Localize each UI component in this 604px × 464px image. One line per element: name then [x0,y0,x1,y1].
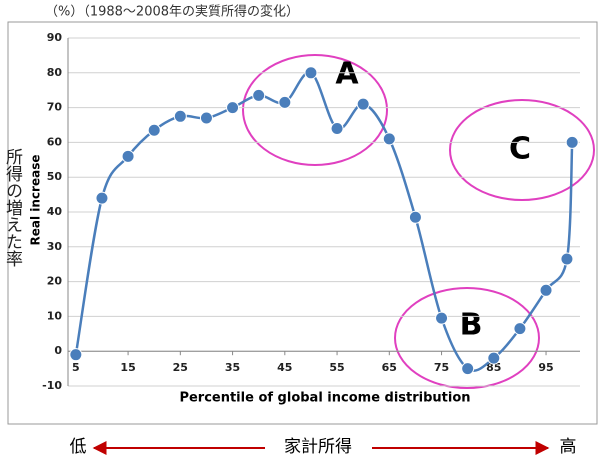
point [330,121,344,135]
point [199,111,213,125]
point [539,283,553,297]
point [121,149,135,163]
x-tick-label: 25 [173,361,188,374]
y-tick-label: 20 [47,275,63,288]
x-tick-label: 65 [382,361,397,374]
x-tick-label: 35 [225,361,240,374]
point [565,135,579,149]
x-label: Percentile of global income distribution [179,391,470,406]
highlight [394,287,540,389]
x-tick-label: 85 [486,361,501,374]
x-tick-label: 75 [434,361,449,374]
y-label: Real increase [29,155,43,246]
annotation: B [460,308,483,343]
x-tick-label: 45 [277,361,292,374]
point [560,252,574,266]
point [173,109,187,123]
point [408,210,422,224]
high-label: 高 [560,437,577,457]
line [74,71,574,372]
point [487,351,501,365]
middle-label: 家計所得 [284,437,352,457]
x-tick-label: 55 [329,361,344,374]
low-label: 低 [70,437,87,457]
x-tick-label: 95 [538,361,553,374]
point [356,97,370,111]
point [513,322,527,336]
y-tick-label: 30 [47,240,63,253]
point [252,88,266,102]
point [304,66,318,80]
y-tick-label: 80 [47,66,63,79]
x-tick-label: 5 [72,361,80,374]
point [226,101,240,115]
point [461,362,475,376]
point [69,348,83,362]
y-tick-label: 90 [47,31,63,44]
highlight [449,99,595,201]
y-tick-label: 50 [47,170,63,183]
point [278,95,292,109]
point [95,191,109,205]
point [435,311,449,325]
highlight [242,54,388,166]
y-tick-label: 70 [47,101,63,114]
point [382,132,396,146]
y-tick-label: 10 [47,309,63,322]
annotation: C [509,132,531,167]
x-tick-label: 15 [120,361,135,374]
chart-title: （%）（1988～2008年の実質所得の変化） [45,4,299,20]
y-tick-label: 0 [54,344,62,357]
point [147,123,161,137]
chart-frame [7,21,598,425]
annotation: A [335,57,359,92]
y-tick-label: 40 [47,205,63,218]
y-tick-label: 60 [47,135,63,148]
y-tick-label: -10 [42,379,62,392]
y-label-jp: 所得の増えた率 [2,148,23,267]
